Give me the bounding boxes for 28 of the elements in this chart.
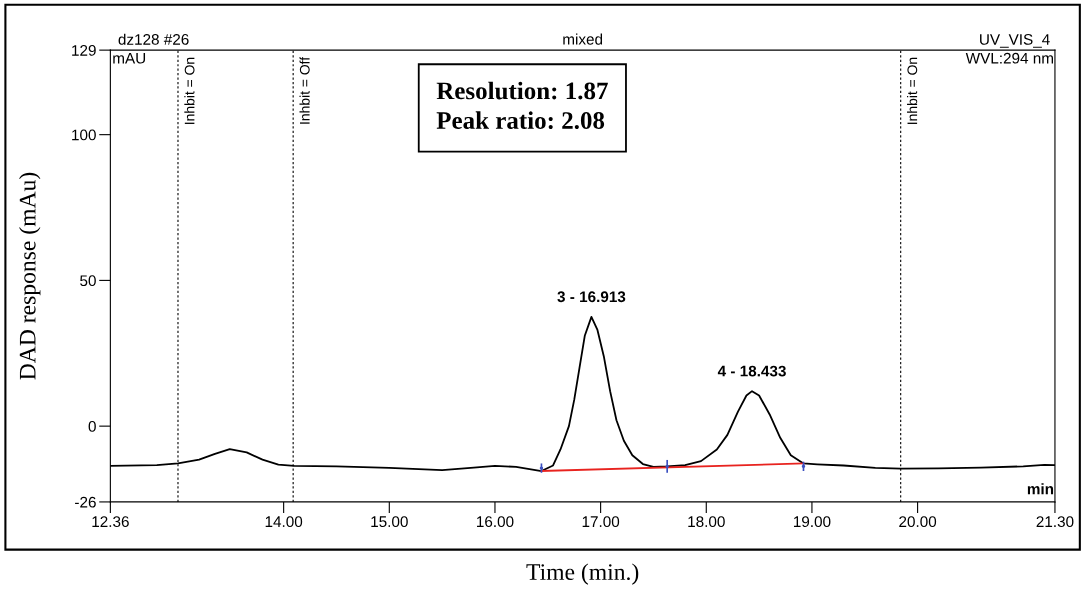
annotation: mAU	[113, 52, 146, 64]
text: UV_VIS_4	[980, 34, 1050, 48]
x-axis-title: Time (min.)	[526, 563, 639, 585]
x-tick-label: 15.00	[371, 516, 408, 528]
y-tick-label: -26	[75, 496, 96, 508]
annotation: Resolution: 1.87 Peak ratio: 2.08	[436, 81, 608, 130]
y-tick-label: 0	[88, 421, 96, 432]
x-tick-label: 17.00	[582, 516, 620, 528]
x-tick-label: 20.00	[899, 516, 937, 528]
annotation: 3 - 16.913	[557, 291, 626, 303]
annotation: 4 - 18.433	[717, 365, 786, 377]
y-tick-label: 129	[72, 45, 96, 56]
annotation: WVL:294 nm	[965, 52, 1053, 64]
ref-line-label: Inhbit = On	[184, 57, 195, 124]
ref-line-label: Inhbit = On	[907, 57, 918, 124]
y-tick-label: 50	[80, 275, 96, 287]
x-tick-label: 16.00	[477, 516, 514, 528]
y-tick-label: 100	[72, 129, 96, 141]
chart-title: mixed	[563, 33, 603, 45]
x-tick-label: 21.30	[1036, 516, 1074, 528]
text: dz128 #26	[118, 33, 189, 45]
x-tick-label: 14.00	[265, 516, 303, 528]
x-tick-label: 12.36	[92, 516, 129, 528]
y-axis-title: DAD response (mAu)	[19, 172, 41, 380]
ref-line-label: Inhbit = Off	[299, 56, 310, 124]
x-tick-label: 19.00	[793, 516, 831, 528]
annotation: min	[1027, 483, 1054, 495]
x-tick-label: 18.00	[688, 516, 725, 528]
